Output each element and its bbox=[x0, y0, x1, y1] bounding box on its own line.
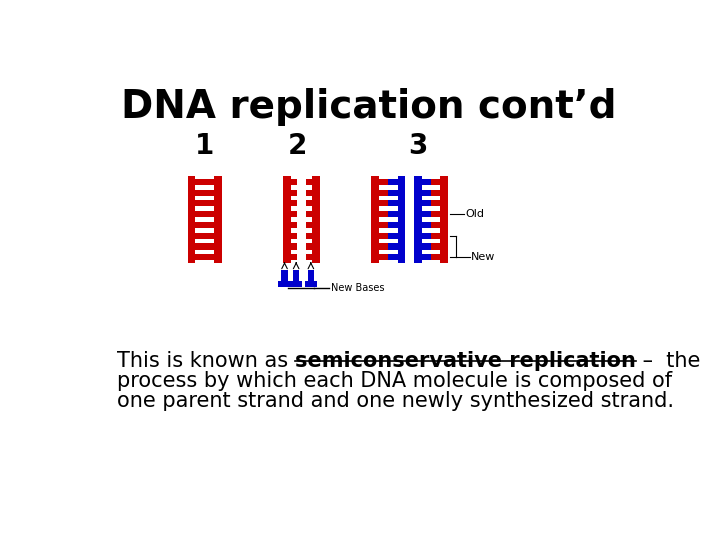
Bar bbox=[291, 254, 297, 260]
Bar bbox=[422, 233, 431, 239]
Bar bbox=[195, 190, 204, 195]
Bar bbox=[388, 179, 397, 185]
Bar bbox=[306, 244, 312, 249]
Bar bbox=[204, 244, 214, 249]
Bar bbox=[422, 244, 431, 249]
Text: Old: Old bbox=[465, 209, 484, 219]
Bar bbox=[188, 176, 195, 264]
Bar bbox=[441, 176, 448, 264]
Bar bbox=[291, 190, 297, 195]
Bar bbox=[422, 200, 431, 206]
Text: semiconservative replication: semiconservative replication bbox=[295, 351, 636, 371]
Bar bbox=[307, 269, 314, 282]
Bar bbox=[293, 269, 300, 282]
Text: –  the: – the bbox=[636, 351, 700, 371]
Bar bbox=[195, 244, 204, 249]
Text: 3: 3 bbox=[408, 132, 427, 160]
Bar bbox=[431, 179, 441, 185]
Text: 1: 1 bbox=[195, 132, 215, 160]
Bar bbox=[388, 211, 397, 217]
Bar bbox=[195, 179, 204, 185]
Bar bbox=[204, 190, 214, 195]
Bar bbox=[379, 254, 388, 260]
Bar bbox=[204, 211, 214, 217]
Bar bbox=[195, 233, 204, 239]
Bar bbox=[291, 233, 297, 239]
Bar bbox=[290, 281, 302, 287]
Bar bbox=[306, 200, 312, 206]
Bar bbox=[388, 244, 397, 249]
Bar bbox=[431, 190, 441, 195]
Bar bbox=[306, 254, 312, 260]
Bar bbox=[379, 244, 388, 249]
Text: New Bases: New Bases bbox=[331, 283, 384, 293]
Text: New: New bbox=[472, 252, 495, 262]
Bar bbox=[388, 200, 397, 206]
Bar bbox=[431, 211, 441, 217]
Bar bbox=[431, 244, 441, 249]
Bar bbox=[388, 222, 397, 228]
Bar bbox=[414, 176, 422, 264]
Bar bbox=[291, 244, 297, 249]
Bar bbox=[195, 211, 204, 217]
Bar bbox=[372, 176, 379, 264]
Bar bbox=[431, 254, 441, 260]
Text: This is known as: This is known as bbox=[117, 351, 295, 371]
Bar bbox=[195, 222, 204, 228]
Bar bbox=[422, 179, 431, 185]
Bar bbox=[204, 233, 214, 239]
Bar bbox=[388, 190, 397, 195]
Bar bbox=[291, 222, 297, 228]
Bar bbox=[388, 254, 397, 260]
Bar bbox=[422, 190, 431, 195]
Bar bbox=[306, 179, 312, 185]
Bar bbox=[195, 254, 204, 260]
Bar bbox=[388, 233, 397, 239]
Bar bbox=[379, 200, 388, 206]
Bar bbox=[422, 222, 431, 228]
Text: process by which each DNA molecule is composed of: process by which each DNA molecule is co… bbox=[117, 372, 672, 392]
Bar bbox=[214, 176, 222, 264]
Bar bbox=[422, 254, 431, 260]
Text: 2: 2 bbox=[288, 132, 307, 160]
Bar bbox=[291, 200, 297, 206]
Bar bbox=[195, 200, 204, 206]
Bar bbox=[379, 211, 388, 217]
Bar bbox=[204, 179, 214, 185]
Bar bbox=[306, 222, 312, 228]
Text: one parent strand and one newly synthesized strand.: one parent strand and one newly synthesi… bbox=[117, 392, 674, 411]
Bar bbox=[379, 233, 388, 239]
Bar bbox=[379, 179, 388, 185]
Bar bbox=[204, 200, 214, 206]
Bar bbox=[306, 211, 312, 217]
Bar bbox=[283, 176, 291, 264]
Bar bbox=[306, 190, 312, 195]
Bar bbox=[305, 281, 317, 287]
Bar bbox=[422, 211, 431, 217]
Bar bbox=[397, 176, 405, 264]
Bar bbox=[431, 233, 441, 239]
Bar bbox=[291, 211, 297, 217]
Text: DNA replication cont’d: DNA replication cont’d bbox=[121, 88, 617, 126]
Bar bbox=[279, 281, 291, 287]
Bar bbox=[431, 222, 441, 228]
Bar bbox=[282, 269, 287, 282]
Bar bbox=[379, 222, 388, 228]
Bar bbox=[431, 200, 441, 206]
Bar bbox=[379, 190, 388, 195]
Bar bbox=[291, 179, 297, 185]
Bar bbox=[306, 233, 312, 239]
Bar bbox=[204, 254, 214, 260]
Bar bbox=[204, 222, 214, 228]
Bar bbox=[312, 176, 320, 264]
